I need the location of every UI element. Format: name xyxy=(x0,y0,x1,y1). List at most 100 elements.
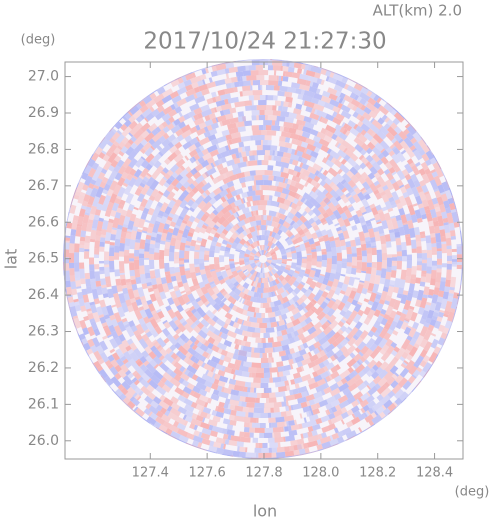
echo-cell xyxy=(230,267,237,273)
echo-cell xyxy=(268,195,273,201)
echo-cell xyxy=(86,308,92,312)
echo-cell xyxy=(386,219,394,231)
echo-cell xyxy=(155,126,162,133)
echo-cell xyxy=(250,417,257,423)
echo-cell xyxy=(189,206,195,213)
echo-cell xyxy=(404,183,411,190)
echo-cell xyxy=(235,275,243,284)
echo-cell xyxy=(446,263,452,270)
echo-cell xyxy=(296,219,302,226)
echo-cell xyxy=(135,333,143,341)
echo-cell xyxy=(96,286,103,296)
echo-cell xyxy=(245,65,249,71)
echo-cell xyxy=(346,85,354,92)
echo-cell xyxy=(145,277,152,283)
echo-cell xyxy=(129,351,140,362)
echo-cell xyxy=(343,94,354,104)
echo-cell xyxy=(341,76,349,84)
echo-cell xyxy=(239,250,246,256)
echo-cell xyxy=(65,280,71,288)
echo-cell xyxy=(181,320,188,327)
y-tick-label: 27.0 xyxy=(28,69,59,85)
echo-cell xyxy=(137,193,145,203)
echo-cell xyxy=(144,117,149,123)
echo-cell xyxy=(184,307,190,313)
echo-cell xyxy=(170,104,176,111)
echo-cell xyxy=(319,273,325,277)
echo-cell xyxy=(430,237,437,244)
echo-cell xyxy=(394,374,404,384)
echo-cell xyxy=(204,250,210,255)
echo-cell xyxy=(285,264,292,269)
echo-cell xyxy=(405,308,414,320)
echo-cell xyxy=(359,92,371,102)
echo-cell xyxy=(208,212,216,220)
echo-cell xyxy=(351,87,362,97)
echo-cell xyxy=(267,240,274,248)
echo-cell xyxy=(351,256,358,266)
echo-cell xyxy=(110,209,117,217)
echo-cell xyxy=(340,273,346,277)
echo-cell xyxy=(321,260,327,268)
echo-cell xyxy=(241,191,248,199)
echo-cell xyxy=(303,239,309,244)
echo-cell xyxy=(346,377,357,387)
echo-cell xyxy=(322,196,331,204)
echo-cell xyxy=(212,226,218,232)
echo-cell xyxy=(171,171,179,179)
echo-cell xyxy=(281,161,290,169)
echo-cell xyxy=(310,221,317,228)
echo-cell xyxy=(325,329,336,340)
echo-cell xyxy=(391,191,400,201)
echo-cell xyxy=(373,189,380,195)
echo-cell xyxy=(221,183,229,191)
echo-cell xyxy=(429,318,437,327)
echo-cell xyxy=(410,278,416,285)
echo-cell xyxy=(235,306,244,315)
echo-cell xyxy=(347,297,354,304)
echo-cell xyxy=(84,242,90,250)
echo-cell xyxy=(308,413,319,422)
echo-cell xyxy=(444,300,453,312)
echo-cell xyxy=(419,281,426,287)
echo-cell xyxy=(347,194,353,200)
echo-cell xyxy=(123,396,131,405)
echo-cell xyxy=(432,217,438,222)
echo-cell xyxy=(122,182,129,188)
echo-cell xyxy=(379,411,386,419)
echo-cell xyxy=(405,147,415,159)
echo-cell xyxy=(261,362,270,369)
echo-cell xyxy=(109,137,116,144)
echo-cell xyxy=(348,216,354,222)
echo-cell xyxy=(265,262,269,267)
echo-cell xyxy=(277,229,283,236)
echo-cell xyxy=(275,381,286,388)
echo-cell xyxy=(242,85,251,92)
echo-cell xyxy=(313,356,325,366)
echo-cell xyxy=(124,249,130,256)
echo-cell xyxy=(202,417,206,423)
echo-cell xyxy=(315,229,321,233)
echo-cell xyxy=(411,374,417,379)
echo-cell xyxy=(101,322,108,328)
echo-cell xyxy=(119,237,126,244)
echo-cell xyxy=(174,148,182,156)
echo-cell xyxy=(386,119,394,126)
echo-cell xyxy=(172,297,181,307)
echo-cell xyxy=(293,392,303,400)
echo-cell xyxy=(299,320,308,328)
echo-cell xyxy=(130,279,137,285)
echo-cell xyxy=(179,333,188,342)
echo-cell xyxy=(426,242,432,251)
echo-cell xyxy=(317,275,325,284)
echo-cell xyxy=(178,258,184,261)
echo-cell xyxy=(363,412,368,418)
echo-cell xyxy=(317,289,324,295)
echo-cell xyxy=(446,245,452,250)
echo-cell xyxy=(152,284,158,290)
echo-cell xyxy=(183,356,190,363)
echo-cell xyxy=(221,119,231,126)
echo-cell xyxy=(78,298,85,307)
echo-cell xyxy=(340,179,347,185)
echo-cell xyxy=(288,127,297,135)
